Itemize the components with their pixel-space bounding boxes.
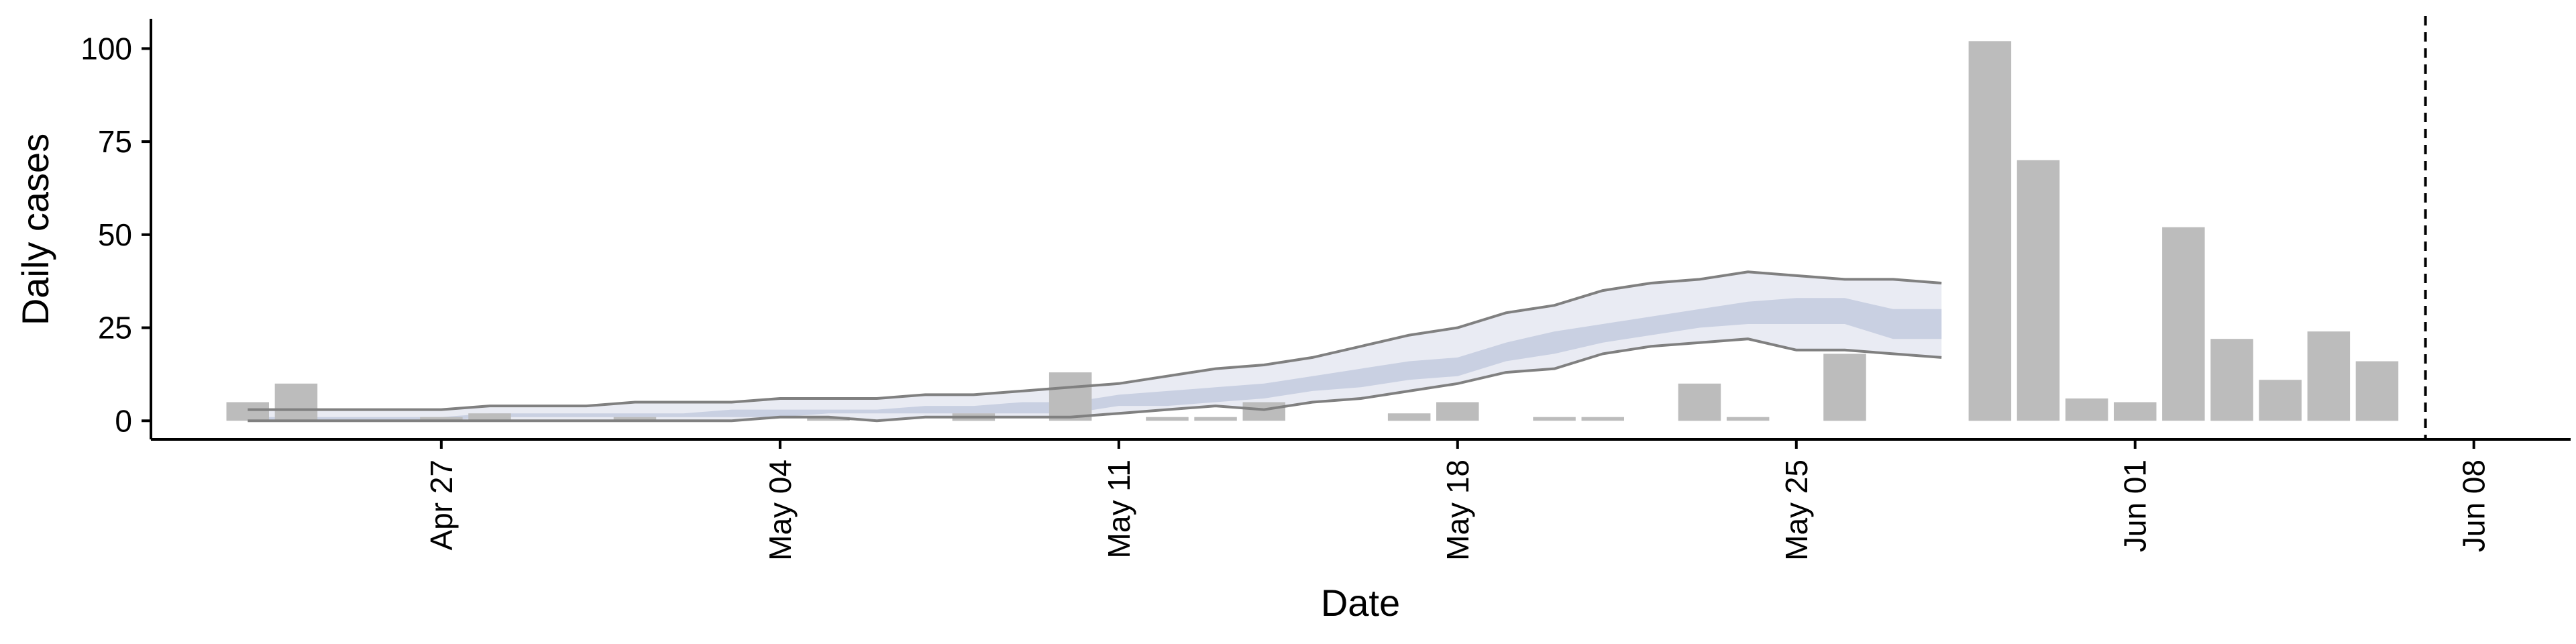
bar bbox=[1968, 41, 2012, 421]
bar bbox=[1581, 417, 1624, 421]
y-tick-label: 0 bbox=[115, 403, 132, 438]
bar bbox=[2162, 227, 2205, 421]
bar bbox=[1726, 417, 1770, 421]
x-tick-label: May 04 bbox=[763, 460, 798, 561]
x-tick-label: Apr 27 bbox=[424, 460, 459, 551]
bar bbox=[2017, 160, 2060, 421]
bar bbox=[2355, 361, 2399, 421]
x-tick-label: Jun 01 bbox=[2118, 460, 2153, 552]
x-axis-title: Date bbox=[1321, 582, 1400, 624]
y-tick-label: 75 bbox=[98, 124, 132, 159]
bar bbox=[226, 402, 269, 421]
bar bbox=[1194, 417, 1237, 421]
estimate-upper-line bbox=[248, 270, 1942, 411]
y-tick-label: 25 bbox=[98, 311, 132, 345]
bar bbox=[274, 383, 318, 421]
bar bbox=[2065, 398, 2108, 421]
bars-layer bbox=[226, 41, 2399, 421]
bar bbox=[2210, 339, 2253, 421]
estimate-lines bbox=[248, 270, 1942, 423]
bar bbox=[1678, 383, 1721, 421]
estimate-bands bbox=[248, 272, 1942, 421]
y-tick-label: 50 bbox=[98, 217, 132, 252]
bar bbox=[2307, 331, 2351, 421]
x-ticks: Apr 27 May 04 May 11 May 18 May 25 Jun 01 Jun … bbox=[424, 439, 2491, 561]
x-tick-label: May 25 bbox=[1779, 460, 1814, 561]
bar bbox=[1146, 417, 1189, 421]
bar bbox=[2114, 402, 2157, 421]
estimate-lower-line bbox=[248, 337, 1942, 423]
bar bbox=[420, 417, 463, 421]
bar bbox=[1533, 417, 1576, 421]
bar bbox=[1823, 354, 1866, 421]
bar bbox=[1049, 372, 1092, 421]
bar bbox=[1242, 402, 1285, 421]
x-tick-label: Jun 08 bbox=[2457, 460, 2491, 552]
bar bbox=[1436, 402, 1479, 421]
y-ticks: 0 25 50 75 100 bbox=[80, 31, 151, 438]
x-tick-label: May 11 bbox=[1102, 460, 1136, 558]
bar bbox=[1387, 413, 1431, 421]
bar bbox=[468, 413, 511, 421]
y-axis-title: Daily cases bbox=[14, 133, 56, 325]
bar bbox=[2259, 380, 2302, 421]
estimate-band-50 bbox=[248, 298, 1942, 421]
bar bbox=[807, 417, 850, 421]
axes bbox=[150, 19, 2571, 441]
bar bbox=[613, 417, 657, 421]
estimate-band-90 bbox=[248, 272, 1942, 421]
x-tick-label: May 18 bbox=[1440, 460, 1475, 561]
y-tick-label: 100 bbox=[80, 31, 132, 66]
